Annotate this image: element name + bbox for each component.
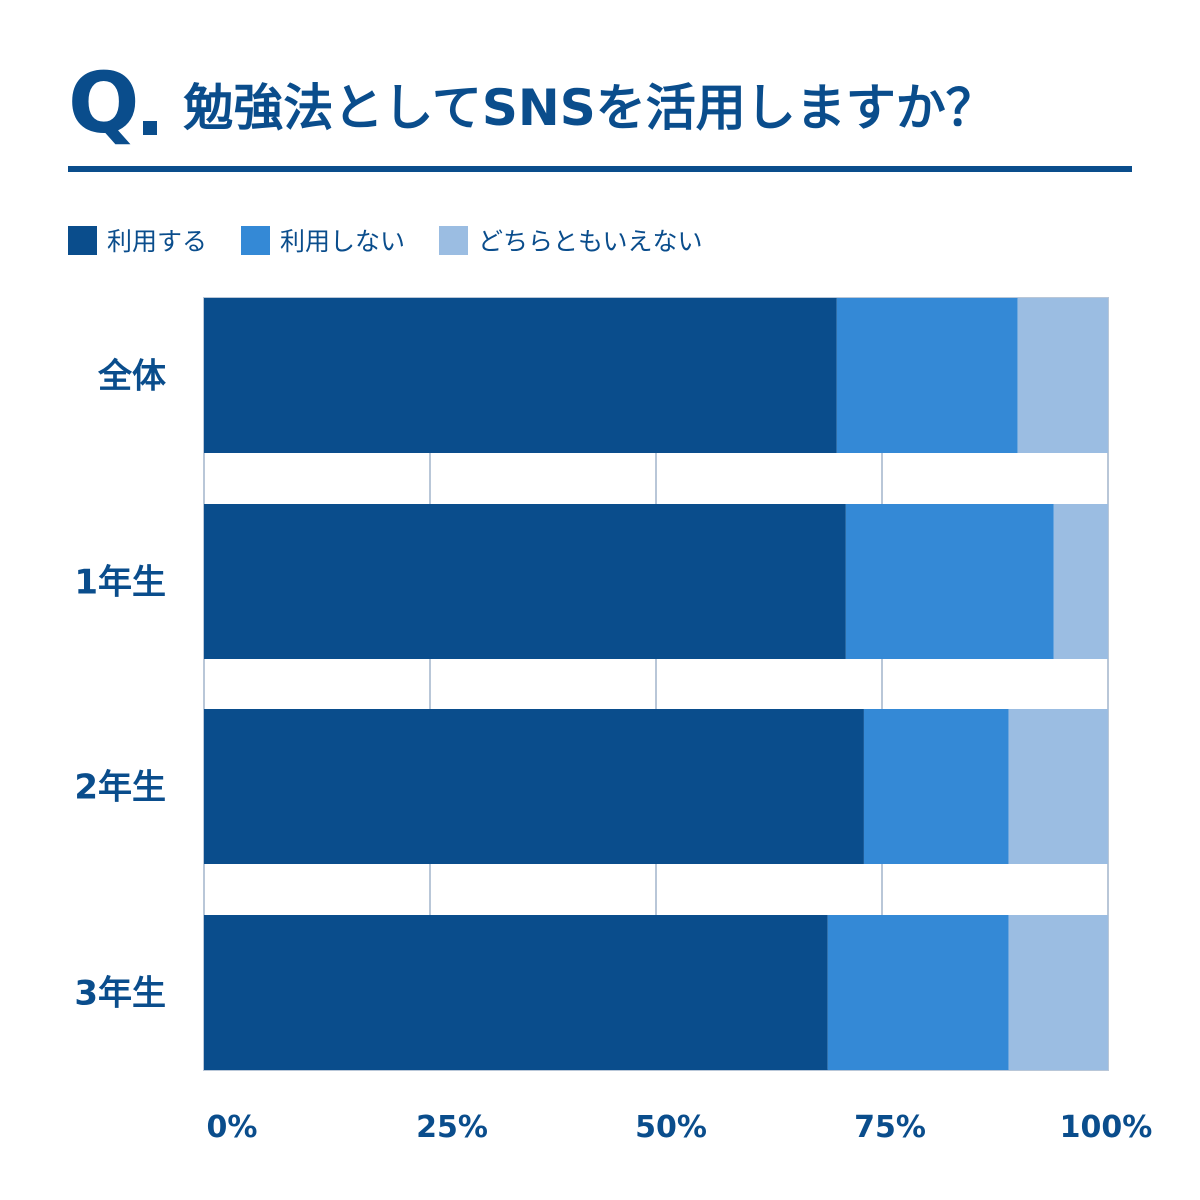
bar-segment	[863, 709, 1009, 864]
category-label: 1年生	[74, 563, 166, 603]
category-label: 全体	[97, 357, 166, 397]
bar-segment	[836, 298, 1018, 453]
category-label: 3年生	[74, 974, 166, 1014]
legend-label-not-use: 利用しない	[280, 227, 406, 256]
bar-segment	[1053, 504, 1108, 659]
legend-item-not-use: 利用しない	[241, 222, 405, 258]
legend-item-use: 利用する	[68, 222, 207, 258]
chart-header: Q 勉強法としてSNSを活用しますか？	[68, 55, 996, 145]
bar-segment	[204, 915, 828, 1070]
legend-swatch-not-use	[241, 225, 271, 255]
x-tick-label: 100%	[1060, 1110, 1153, 1145]
legend-swatch-neither	[439, 225, 469, 255]
x-tick-label: 0%	[207, 1110, 258, 1145]
bar-segment	[827, 915, 1009, 1070]
bar-segment	[1008, 709, 1108, 864]
bar-segment	[1017, 298, 1108, 453]
q-dot	[143, 121, 158, 135]
q-mark: Q	[68, 54, 139, 152]
legend-label-use: 利用する	[107, 227, 208, 256]
x-tick-label: 25%	[416, 1110, 488, 1145]
x-tick-label: 50%	[635, 1110, 707, 1145]
bar-segment	[1008, 915, 1108, 1070]
legend-swatch-use	[68, 225, 97, 255]
x-tick-label: 75%	[854, 1110, 926, 1145]
legend-label-neither: どちらともいえない	[478, 227, 703, 256]
bar-segment	[204, 709, 864, 864]
chart-title: 勉強法としてSNSを活用しますか？	[183, 79, 996, 137]
bar-segment	[845, 504, 1054, 659]
legend-item-neither: どちらともいえない	[439, 222, 703, 258]
category-label: 2年生	[74, 768, 166, 808]
legend: 利用する 利用しない どちらともいえない	[68, 222, 737, 258]
bar-segment	[204, 504, 846, 659]
bar-segment	[204, 298, 837, 453]
title-divider	[68, 166, 1132, 172]
